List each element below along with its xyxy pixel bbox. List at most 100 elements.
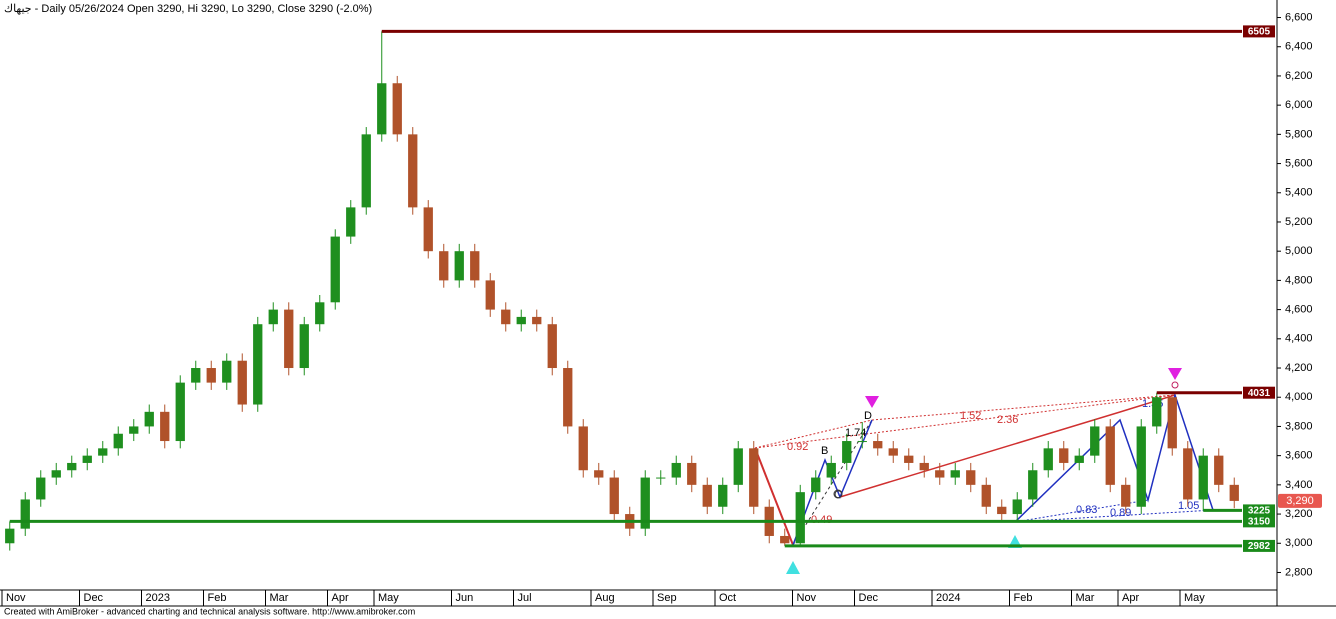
candle-body [501, 309, 511, 325]
y-tick-label: 5,400 [1285, 187, 1313, 199]
y-tick-label: 3,200 [1285, 508, 1313, 520]
y-tick-label: 5,000 [1285, 245, 1313, 257]
level-label-box [1243, 515, 1275, 528]
pattern-point: C [834, 489, 842, 501]
y-tick-label: 6,000 [1285, 99, 1313, 111]
candle-body [997, 506, 1007, 515]
pattern-ratio: 0.92 [787, 441, 808, 453]
x-tick-label: Sep [657, 592, 677, 604]
y-tick-label: 3,400 [1285, 479, 1313, 491]
candle-body [888, 448, 898, 456]
candle-body [36, 477, 46, 500]
y-tick-label: 5,800 [1285, 128, 1313, 140]
candle-body [1043, 448, 1053, 471]
candle-body [1229, 484, 1239, 501]
candle-body [563, 368, 573, 427]
candle-body [470, 251, 480, 281]
candle-body [129, 426, 139, 434]
last-price-label: 3,290 [1286, 495, 1314, 507]
candle-body [842, 441, 852, 463]
y-tick-label: 5,600 [1285, 157, 1313, 169]
candle-body [175, 382, 185, 442]
level-label: 6505 [1248, 27, 1271, 38]
candle-body [1090, 426, 1100, 456]
y-tick-label: 6,200 [1285, 70, 1313, 82]
pattern-line [871, 394, 1176, 421]
pattern-line [754, 394, 1176, 449]
candle-body [113, 433, 123, 449]
level-label: 3225 [1248, 506, 1271, 517]
pattern-ratio: 0.83 [1076, 504, 1097, 516]
x-tick-label: 2024 [936, 592, 960, 604]
candle-body [1183, 448, 1193, 500]
y-tick-label: 4,000 [1285, 391, 1313, 403]
candle-body [687, 462, 697, 485]
candle-body [268, 309, 278, 325]
pattern-ratio: 1.52 [960, 410, 981, 422]
x-tick-label: May [378, 592, 399, 604]
candle-body [640, 477, 650, 529]
pattern-ratio: 0.89 [1110, 507, 1131, 519]
candle-body [749, 448, 759, 507]
pattern-point: B [821, 445, 828, 457]
candle-body [532, 316, 542, 325]
pivot-circle [833, 489, 843, 499]
candle-body [656, 477, 666, 479]
y-tick-label: 4,800 [1285, 274, 1313, 286]
candle-body [702, 484, 712, 507]
x-tick-label: Jul [518, 592, 532, 604]
pattern-point: D [864, 410, 872, 422]
x-tick-label: May [1184, 592, 1205, 604]
candle-body [1105, 426, 1115, 485]
level-label-box [1243, 539, 1275, 552]
y-tick-label: 3,800 [1285, 420, 1313, 432]
candle-body [1167, 397, 1177, 449]
candle-body [222, 360, 232, 383]
y-tick-label: 4,600 [1285, 304, 1313, 316]
candle-body [733, 448, 743, 485]
candle-body [578, 426, 588, 471]
candle-body [315, 302, 325, 325]
candle-body [780, 535, 790, 544]
level-label-box [1243, 25, 1275, 38]
candle-body [1012, 499, 1022, 515]
x-tick-label: Mar [270, 592, 289, 604]
candle-body [392, 83, 402, 135]
candle-body [377, 83, 387, 135]
candle-body [981, 484, 991, 507]
x-tick-label: Nov [6, 592, 26, 604]
level-label-box [1243, 504, 1275, 517]
candle-body [547, 324, 557, 369]
pattern-line [754, 447, 794, 546]
x-tick-label: Apr [1122, 592, 1139, 604]
candle-body [253, 324, 263, 405]
candle-body [966, 470, 976, 485]
x-tick-label: Dec [859, 592, 879, 604]
x-tick-label: Feb [1014, 592, 1033, 604]
candle-body [1198, 455, 1208, 500]
buy-arrow [786, 561, 800, 574]
chart-title: جيهاك - Daily 05/26/2024 Open 3290, Hi 3… [4, 3, 372, 15]
candle-body [51, 470, 61, 478]
pattern-ratio: 1.05 [1178, 500, 1199, 512]
candle-body [1214, 455, 1224, 485]
y-tick-label: 6,600 [1285, 11, 1313, 23]
candle-body [609, 477, 619, 515]
candle-body [873, 441, 883, 449]
candle-body [206, 368, 216, 383]
candle-body [330, 236, 340, 303]
candle-body [237, 360, 247, 405]
x-tick-label: Oct [719, 592, 736, 604]
candle-body [454, 251, 464, 281]
candle-body [299, 324, 309, 369]
candle-body [408, 134, 418, 208]
x-tick-label: Jun [456, 592, 474, 604]
x-tick-label: 2023 [146, 592, 170, 604]
x-tick-label: Dec [84, 592, 104, 604]
x-tick-label: Apr [332, 592, 349, 604]
candle-body [1152, 397, 1162, 427]
pattern-line [1014, 392, 1214, 523]
y-tick-label: 3,000 [1285, 537, 1313, 549]
